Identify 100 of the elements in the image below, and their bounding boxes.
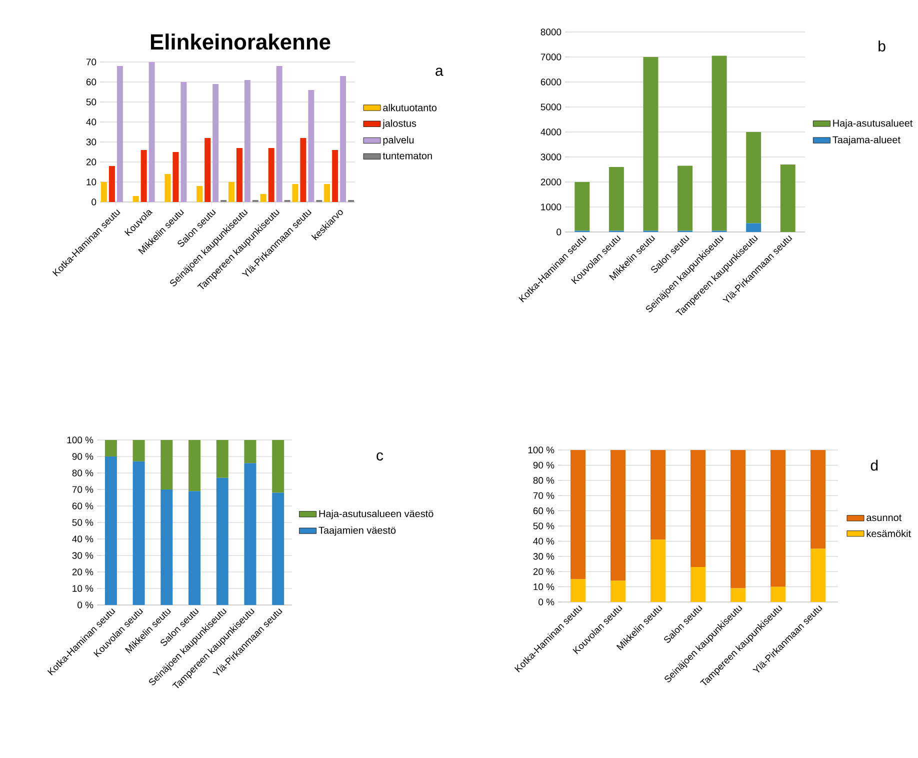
bar: [650, 450, 666, 540]
y-tick-label: 10: [86, 178, 96, 186]
legend-label: Haja-asutusalueen väestö: [319, 510, 434, 520]
text: b: [878, 40, 886, 52]
bar: [730, 588, 746, 602]
y-tick-label: 5000: [540, 104, 562, 110]
y-tick-label: 7000: [540, 54, 562, 60]
y-tick-label: 0 %: [78, 602, 94, 608]
legend-label: palvelu: [383, 136, 414, 146]
y-tick-label: 60: [86, 78, 96, 86]
legend-label: kesämökit: [866, 530, 911, 538]
bar: [196, 186, 203, 202]
bar: [308, 90, 314, 202]
bar: [608, 166, 624, 231]
bar: [340, 76, 346, 202]
y-tick-label: 40: [86, 118, 96, 126]
legend-label: jalostus: [382, 120, 416, 129]
bar: [268, 148, 274, 202]
legend-label: Taajamien väestö: [318, 526, 396, 536]
bar: [228, 182, 234, 202]
y-tick-label: 50 %: [72, 519, 94, 526]
bar: [260, 194, 266, 202]
bar: [746, 132, 762, 224]
y-tick-label: 4000: [540, 128, 562, 136]
bar: [164, 174, 171, 202]
bar: [324, 184, 330, 202]
bar: [574, 182, 590, 231]
bar: [690, 567, 706, 602]
bar: [108, 166, 115, 202]
y-tick-label: 100 %: [528, 446, 554, 454]
y-tick-label: 0: [92, 198, 96, 206]
bar: [100, 182, 107, 202]
bar: [180, 82, 187, 202]
text: d: [870, 460, 878, 471]
y-tick-label: 90 %: [533, 462, 554, 469]
bar: [244, 440, 256, 464]
bar: [272, 492, 284, 605]
y-tick-label: 10 %: [72, 585, 94, 592]
y-tick-label: 70 %: [533, 492, 554, 499]
chart-title: Elinkeinorakenne: [150, 34, 330, 50]
bar: [188, 440, 201, 492]
y-tick-label: 80 %: [533, 477, 554, 484]
y-tick-label: 100 %: [67, 436, 94, 444]
legend-label: alkutuotanto: [383, 104, 437, 112]
y-tick-label: 40 %: [533, 538, 554, 545]
bar: [216, 478, 228, 605]
legend-label: asunnot: [866, 514, 902, 522]
bar: [244, 80, 250, 202]
y-tick-label: 0: [556, 228, 562, 236]
y-tick-label: 50: [86, 98, 96, 106]
bar: [276, 66, 282, 202]
y-tick-label: 30: [86, 138, 96, 146]
bar: [216, 440, 228, 478]
bar: [116, 66, 123, 202]
bar: [272, 440, 284, 493]
bar: [160, 440, 173, 490]
bar: [212, 84, 219, 202]
y-tick-label: 70: [86, 58, 96, 66]
bar: [104, 456, 117, 605]
legend-label: Haja-asutusalueet: [833, 119, 913, 129]
y-tick-label: 6000: [540, 78, 562, 86]
bar: [132, 440, 145, 462]
bar: [204, 138, 211, 202]
bar: [712, 56, 727, 231]
bar: [140, 150, 147, 202]
bar: [780, 164, 796, 232]
y-tick-label: 60 %: [72, 502, 94, 510]
y-tick-label: 90 %: [72, 453, 94, 460]
bar: [678, 166, 693, 231]
bar: [770, 450, 786, 587]
bar: [148, 62, 155, 202]
bar: [332, 150, 338, 202]
bar: [188, 491, 201, 605]
bar: [570, 450, 586, 580]
bar: [300, 138, 306, 202]
y-tick-label: 2000: [540, 178, 562, 186]
bar: [690, 450, 706, 568]
legend-label: tuntematon: [382, 152, 432, 160]
y-tick-label: 1000: [541, 204, 562, 210]
y-tick-label: 20: [86, 158, 96, 166]
bar: [810, 450, 826, 549]
y-tick-label: 8000: [540, 28, 562, 36]
bar: [650, 540, 666, 602]
text: c: [376, 452, 384, 461]
bar: [292, 184, 298, 202]
y-tick-label: 40 %: [72, 536, 94, 542]
y-tick-label: 60 %: [533, 507, 554, 514]
bar: [104, 440, 117, 456]
bar: [160, 489, 173, 605]
text: a: [436, 68, 444, 76]
y-tick-label: 80 %: [72, 470, 94, 476]
bar: [746, 223, 762, 232]
bar: [244, 463, 256, 605]
y-tick-label: 20 %: [72, 568, 94, 576]
bar: [172, 152, 179, 202]
y-tick-label: 50 %: [533, 522, 554, 530]
y-tick-label: 70 %: [72, 486, 94, 493]
y-tick-label: 0 %: [538, 598, 554, 606]
y-tick-label: 30 %: [72, 552, 94, 559]
bar: [610, 580, 626, 602]
